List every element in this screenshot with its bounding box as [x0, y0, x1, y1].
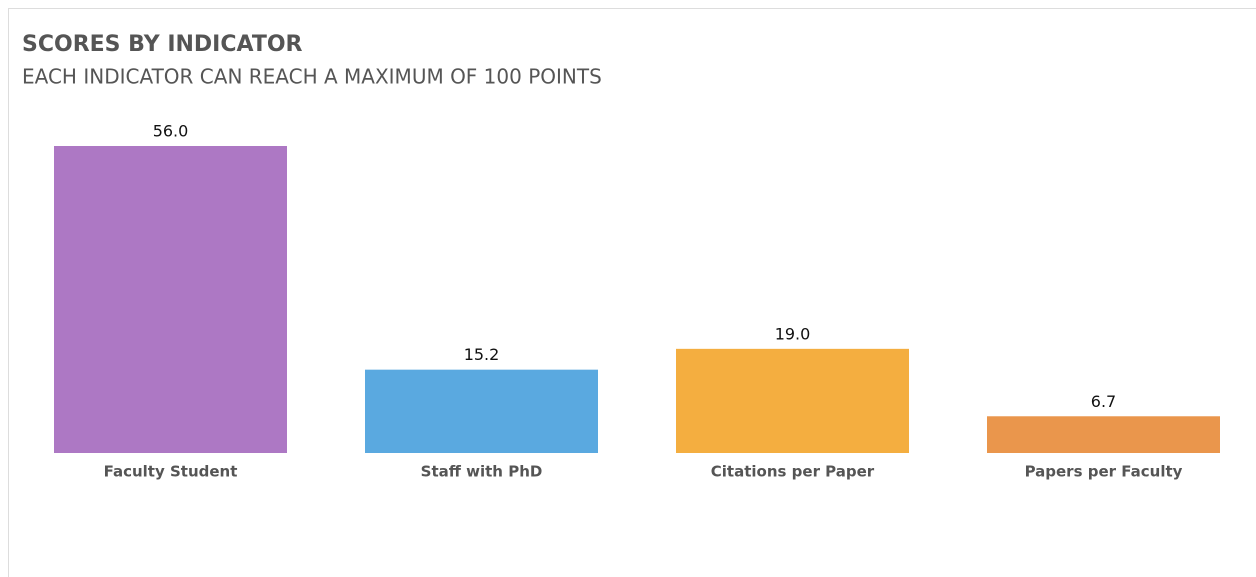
- bar: [54, 146, 287, 453]
- x-tick-label: Faculty Student: [104, 463, 238, 481]
- value-label: 15.2: [464, 345, 500, 364]
- bar: [365, 369, 598, 453]
- bar: [676, 348, 909, 453]
- value-label: 56.0: [153, 122, 189, 141]
- bar: [987, 416, 1220, 453]
- chart-title: SCORES BY INDICATOR: [22, 32, 303, 57]
- chart-subtitle: EACH INDICATOR CAN REACH A MAXIMUM OF 10…: [22, 65, 602, 89]
- value-label: 6.7: [1091, 392, 1116, 411]
- value-label: 19.0: [775, 324, 811, 343]
- x-tick-label: Staff with PhD: [421, 463, 543, 481]
- x-tick-label: Citations per Paper: [711, 463, 875, 481]
- x-tick-label: Papers per Faculty: [1025, 463, 1183, 481]
